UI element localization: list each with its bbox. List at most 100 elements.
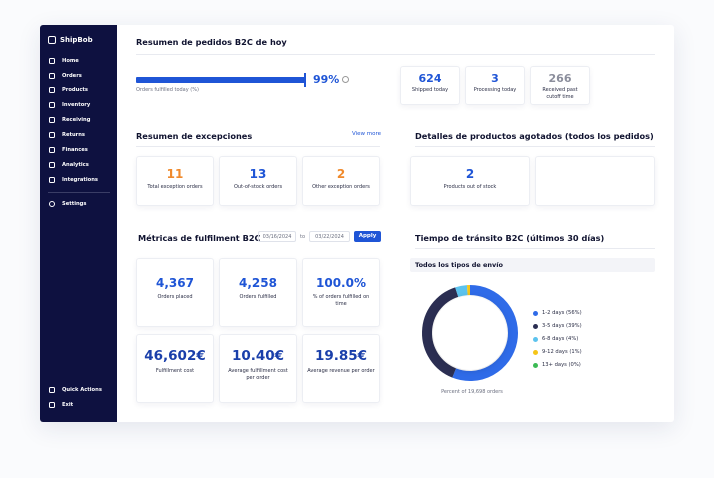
nav-item[interactable]: Orders	[62, 73, 82, 79]
stat-card: 4,258 Orders fulfilled	[219, 258, 297, 327]
section-title: Resumen de excepciones	[136, 131, 253, 141]
nav-icon	[49, 102, 55, 108]
stat-card: 10.40€ Average fulfillment cost per order	[219, 334, 297, 403]
stat-label: Average revenue per order	[307, 368, 375, 374]
stat-label: Received past cutoff time	[542, 87, 578, 100]
donut-chart	[422, 285, 518, 381]
stat-value: 11	[166, 167, 184, 181]
donut-segment[interactable]	[452, 285, 518, 381]
nav-icon	[49, 117, 55, 123]
progress-caption: Orders fulfilled today (%)	[136, 87, 199, 93]
stat-card: 19.85€ Average revenue per order	[302, 334, 380, 403]
nav-icon	[49, 201, 55, 207]
nav-item[interactable]: Integrations	[62, 177, 98, 183]
nav-item[interactable]: Analytics	[62, 162, 89, 168]
stat-card: 2 Other exception orders	[302, 156, 380, 206]
subtitle-bar	[410, 258, 655, 272]
legend-entry[interactable]: 3-5 days (39%)	[542, 323, 582, 329]
nav-item[interactable]: Settings	[62, 201, 87, 207]
stat-label: Processing today	[473, 87, 517, 93]
rule	[136, 146, 380, 147]
nav-item[interactable]: Inventory	[62, 102, 91, 108]
stat-label: Orders placed	[157, 294, 193, 300]
subtitle: Todos los tipos de envío	[415, 261, 503, 269]
nav-icon	[49, 162, 55, 168]
nav-icon	[49, 87, 55, 93]
legend-swatch	[533, 350, 538, 355]
stat-value: 624	[418, 72, 442, 85]
stat-label: Other exception orders	[312, 184, 370, 190]
divider	[48, 192, 110, 193]
nav-item[interactable]: Finances	[62, 147, 88, 153]
view-more-link[interactable]: View more	[352, 131, 382, 137]
donut-segment[interactable]	[422, 287, 459, 378]
nav-item[interactable]: Home	[62, 58, 79, 64]
stat-label: Out-of-stock orders	[233, 184, 283, 190]
legend-swatch	[533, 311, 538, 316]
stat-value: 100.0%	[316, 276, 366, 290]
stat-card: 46,602€ Fulfillment cost	[136, 334, 214, 403]
nav-item[interactable]: Receiving	[62, 117, 91, 123]
stat-label: Average fulfillment cost per order	[228, 368, 288, 381]
nav-icon	[49, 387, 55, 393]
progress-label: 99%	[313, 73, 340, 86]
stat-label: Fulfillment cost	[155, 368, 195, 374]
nav-item[interactable]: Quick Actions	[62, 387, 102, 393]
stat-value: 2	[465, 167, 475, 181]
chart-caption: Percent of 19,698 orders	[441, 389, 503, 395]
nav-icon	[49, 73, 55, 79]
stat-card: 100.0% % of orders fulfilled on time	[302, 258, 380, 327]
stat-value: 10.40€	[231, 348, 285, 364]
rule	[415, 248, 655, 249]
stat-label: Products out of stock	[443, 184, 497, 190]
rule	[136, 54, 655, 55]
stat-card: 2 Products out of stock	[410, 156, 530, 206]
nav-icon	[49, 147, 55, 153]
stat-card: 11 Total exception orders	[136, 156, 214, 206]
legend-entry[interactable]: 13+ days (0%)	[542, 362, 581, 368]
legend-swatch	[533, 337, 538, 342]
stat-card: 266 Received past cutoff time	[530, 66, 590, 105]
section-title: Detalles de productos agotados (todos lo…	[415, 131, 654, 141]
date-separator: to	[300, 234, 306, 240]
stat-card: 4,367 Orders placed	[136, 258, 214, 327]
info-icon[interactable]	[342, 76, 349, 83]
stat-label: Orders fulfilled	[239, 294, 277, 300]
apply-button[interactable]: Apply	[354, 231, 381, 242]
nav-item[interactable]: Products	[62, 87, 88, 93]
section-title: Tiempo de tránsito B2C (últimos 30 días)	[415, 233, 605, 243]
nav-icon	[49, 132, 55, 138]
stat-value: 2	[336, 167, 346, 181]
date-input[interactable]: 03/16/2024	[258, 231, 296, 242]
progress-bar	[136, 77, 305, 83]
legend-entry[interactable]: 9-12 days (1%)	[542, 349, 582, 355]
nav-item[interactable]: Returns	[62, 132, 86, 138]
legend-entry[interactable]: 6-8 days (4%)	[542, 336, 579, 342]
stat-value: 13	[249, 167, 267, 181]
donut-hole	[433, 296, 507, 370]
stat-value: 3	[491, 72, 499, 85]
stat-value: 19.85€	[314, 348, 368, 364]
donut-segment[interactable]	[455, 285, 468, 297]
brand: ShipBob	[60, 36, 93, 44]
nav-icon	[49, 177, 55, 183]
legend-swatch	[533, 324, 538, 329]
legend-entry[interactable]: 1-2 days (56%)	[542, 310, 582, 316]
stat-card: 3 Processing today	[465, 66, 525, 105]
nav-icon	[49, 58, 55, 64]
sidebar	[40, 25, 117, 422]
stat-card: 13 Out-of-stock orders	[219, 156, 297, 206]
rule	[415, 146, 655, 147]
legend-swatch	[533, 363, 538, 368]
stat-label: Total exception orders	[147, 184, 203, 190]
stat-value: 46,602€	[144, 348, 206, 364]
stat-value: 4,367	[156, 276, 194, 290]
stat-card: 624 Shipped today	[400, 66, 460, 105]
stat-value: 266	[548, 72, 572, 85]
logo	[48, 36, 56, 44]
date-input[interactable]: 03/22/2024	[309, 231, 350, 242]
progress-marker	[304, 73, 306, 87]
section-title: Resumen de pedidos B2C de hoy	[136, 37, 287, 47]
nav-item[interactable]: Exit	[62, 402, 74, 408]
